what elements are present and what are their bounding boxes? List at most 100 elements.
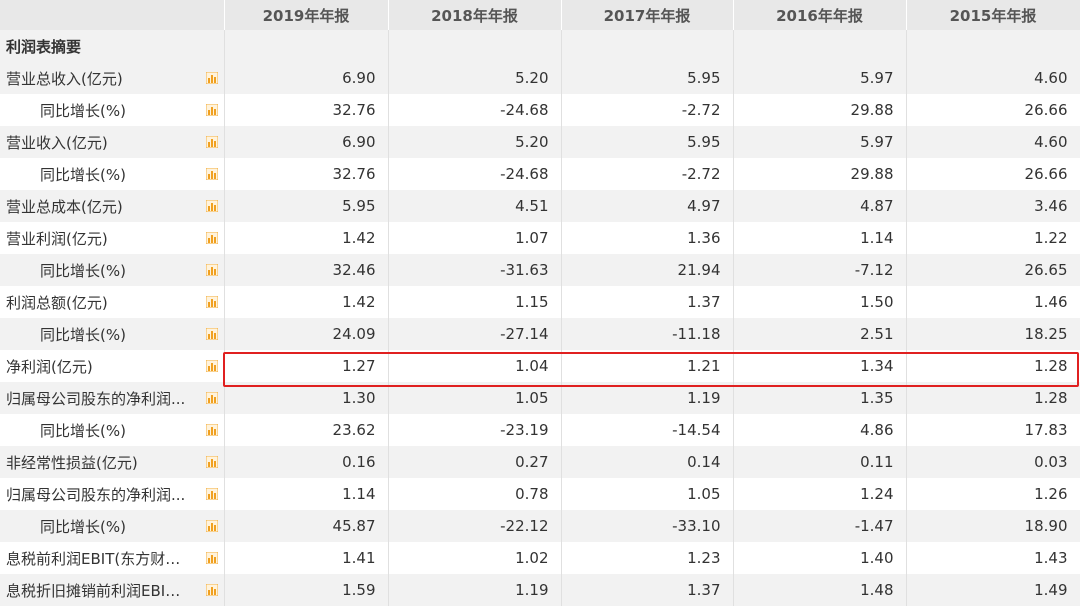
- column-header-2017[interactable]: 2017年年报: [561, 0, 734, 30]
- row-label: 息税折旧摊销前利润EBIT...: [6, 581, 186, 600]
- bar-chart-icon[interactable]: [205, 104, 218, 116]
- row-label-cell: 同比增长(%): [0, 94, 225, 126]
- bar-chart-icon[interactable]: [205, 296, 218, 308]
- bar-chart-icon[interactable]: [205, 200, 218, 212]
- bar-chart-icon[interactable]: [205, 424, 218, 436]
- row-label: 营业收入(亿元): [6, 133, 108, 152]
- row-label: 同比增长(%): [40, 517, 126, 536]
- row-label: 同比增长(%): [40, 325, 126, 344]
- value-cell: -31.63: [388, 254, 562, 286]
- table-row: 同比增长(%) 24.09 -27.14 -11.18 2.51 18.25: [0, 318, 1080, 350]
- bar-chart-icon[interactable]: [205, 232, 218, 244]
- table-cell: [224, 30, 389, 62]
- row-label-cell: 利润总额(亿元): [0, 286, 225, 318]
- value-cell: 1.34: [733, 350, 907, 382]
- value-cell: -24.68: [388, 158, 562, 190]
- value-cell: 1.40: [733, 542, 907, 574]
- table-row: 营业总收入(亿元) 6.90 5.20 5.95 5.97 4.60: [0, 62, 1080, 94]
- value-cell: 1.41: [224, 542, 389, 574]
- value-cell: 18.25: [906, 318, 1080, 350]
- value-cell: 1.59: [224, 574, 389, 606]
- bar-chart-icon[interactable]: [205, 328, 218, 340]
- value-cell: 6.90: [224, 126, 389, 158]
- value-cell: 1.15: [388, 286, 562, 318]
- value-cell: 1.14: [733, 222, 907, 254]
- column-header-2016[interactable]: 2016年年报: [733, 0, 907, 30]
- value-cell: 1.50: [733, 286, 907, 318]
- value-cell: 18.90: [906, 510, 1080, 542]
- row-label-cell: 同比增长(%): [0, 414, 225, 446]
- row-label: 营业总收入(亿元): [6, 69, 123, 88]
- table-cell: [733, 30, 907, 62]
- value-cell: 0.03: [906, 446, 1080, 478]
- value-cell: 0.16: [224, 446, 389, 478]
- table-row: 营业总成本(亿元) 5.95 4.51 4.97 4.87 3.46: [0, 190, 1080, 222]
- bar-chart-icon[interactable]: [205, 488, 218, 500]
- value-cell: 1.36: [561, 222, 734, 254]
- value-cell: 4.87: [733, 190, 907, 222]
- row-label: 营业总成本(亿元): [6, 197, 123, 216]
- value-cell: 5.97: [733, 62, 907, 94]
- bar-chart-icon[interactable]: [205, 264, 218, 276]
- column-header-2015[interactable]: 2015年年报: [906, 0, 1080, 30]
- bar-chart-icon[interactable]: [205, 168, 218, 180]
- value-cell: 1.19: [561, 382, 734, 414]
- section-title: 利润表摘要: [0, 30, 225, 62]
- value-cell: 0.14: [561, 446, 734, 478]
- value-cell: 26.66: [906, 94, 1080, 126]
- value-cell: 24.09: [224, 318, 389, 350]
- value-cell: 1.46: [906, 286, 1080, 318]
- value-cell: 1.28: [906, 350, 1080, 382]
- value-cell: 1.35: [733, 382, 907, 414]
- value-cell: 1.23: [561, 542, 734, 574]
- bar-chart-icon[interactable]: [205, 552, 218, 564]
- value-cell: 1.48: [733, 574, 907, 606]
- row-label: 息税前利润EBIT(东方财富...: [6, 549, 186, 568]
- row-label-cell: 同比增长(%): [0, 158, 225, 190]
- value-cell: 0.78: [388, 478, 562, 510]
- value-cell: 17.83: [906, 414, 1080, 446]
- bar-chart-icon[interactable]: [205, 520, 218, 532]
- bar-chart-icon[interactable]: [205, 456, 218, 468]
- value-cell: -2.72: [561, 94, 734, 126]
- table-row: 同比增长(%) 32.76 -24.68 -2.72 29.88 26.66: [0, 158, 1080, 190]
- table-row: 净利润(亿元) 1.27 1.04 1.21 1.34 1.28: [0, 350, 1080, 382]
- row-label: 利润总额(亿元): [6, 293, 108, 312]
- table-cell: [388, 30, 562, 62]
- row-label: 同比增长(%): [40, 101, 126, 120]
- table-cell: [561, 30, 734, 62]
- row-label: 同比增长(%): [40, 261, 126, 280]
- row-label-cell: 营业收入(亿元): [0, 126, 225, 158]
- value-cell: 1.22: [906, 222, 1080, 254]
- row-label: 非经常性损益(亿元): [6, 453, 138, 472]
- table-row: 同比增长(%) 32.76 -24.68 -2.72 29.88 26.66: [0, 94, 1080, 126]
- column-header-2018[interactable]: 2018年年报: [388, 0, 562, 30]
- value-cell: 1.02: [388, 542, 562, 574]
- bar-chart-icon[interactable]: [205, 360, 218, 372]
- value-cell: 5.97: [733, 126, 907, 158]
- value-cell: 29.88: [733, 158, 907, 190]
- value-cell: -14.54: [561, 414, 734, 446]
- value-cell: 0.11: [733, 446, 907, 478]
- bar-chart-icon[interactable]: [205, 136, 218, 148]
- column-header-2019[interactable]: 2019年年报: [224, 0, 389, 30]
- table-row: 营业利润(亿元) 1.42 1.07 1.36 1.14 1.22: [0, 222, 1080, 254]
- bar-chart-icon[interactable]: [205, 584, 218, 596]
- value-cell: 0.27: [388, 446, 562, 478]
- value-cell: -11.18: [561, 318, 734, 350]
- bar-chart-icon[interactable]: [205, 72, 218, 84]
- value-cell: 4.60: [906, 62, 1080, 94]
- value-cell: -7.12: [733, 254, 907, 286]
- row-label: 归属母公司股东的净利润...: [6, 485, 186, 504]
- value-cell: 1.30: [224, 382, 389, 414]
- value-cell: 5.95: [561, 62, 734, 94]
- bar-chart-icon[interactable]: [205, 392, 218, 404]
- value-cell: 5.20: [388, 62, 562, 94]
- value-cell: 1.14: [224, 478, 389, 510]
- row-label-cell: 同比增长(%): [0, 254, 225, 286]
- value-cell: 1.21: [561, 350, 734, 382]
- value-cell: -24.68: [388, 94, 562, 126]
- value-cell: 1.27: [224, 350, 389, 382]
